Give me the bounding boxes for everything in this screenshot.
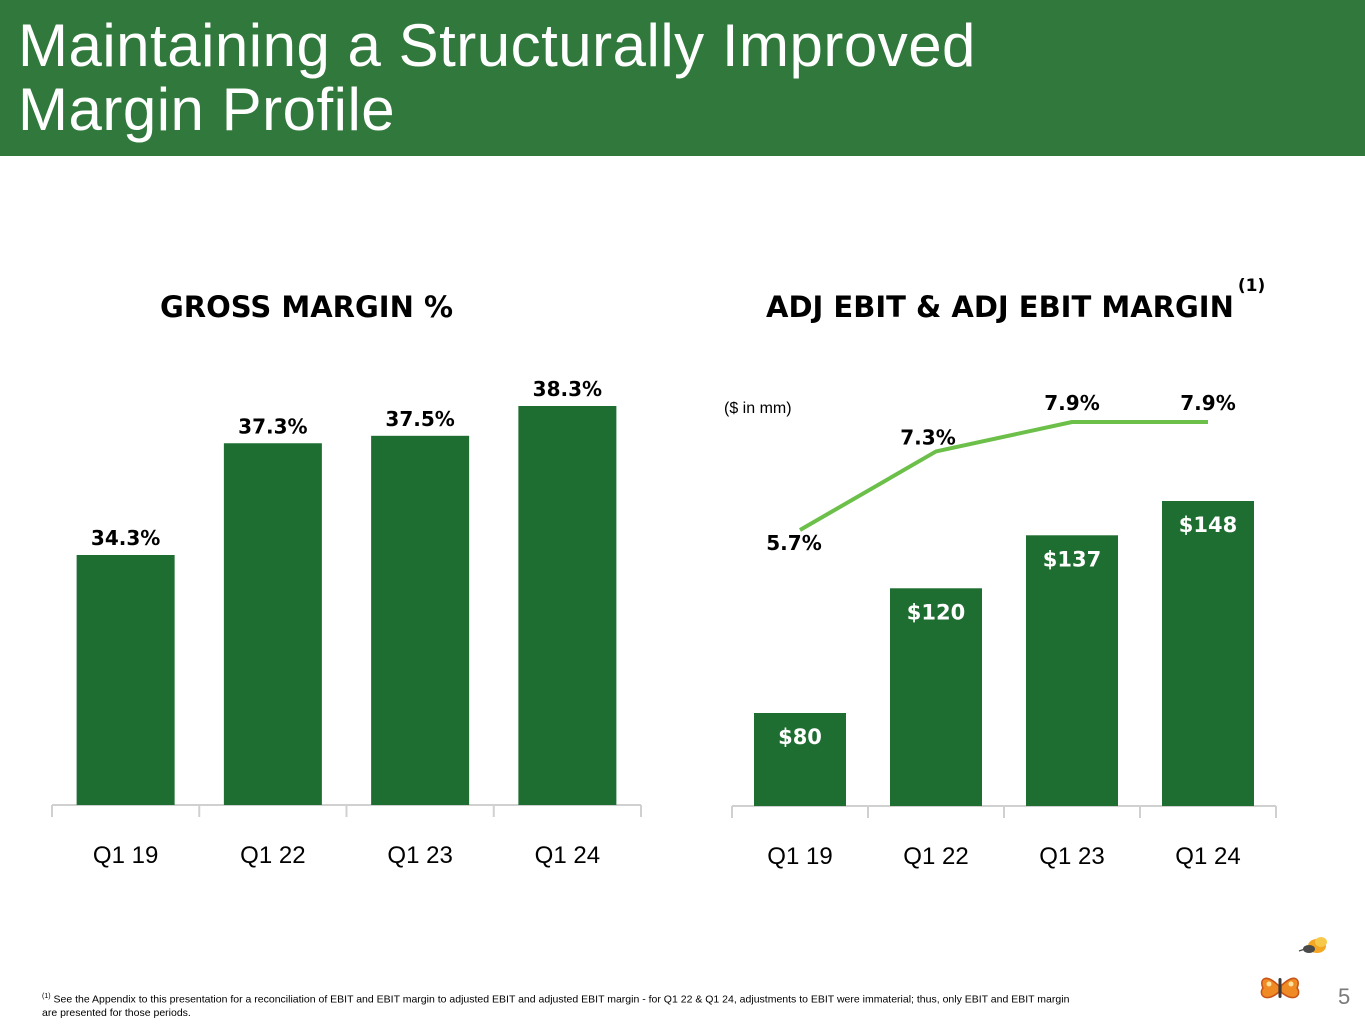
gross-margin-data-label: 38.3% xyxy=(533,377,602,401)
ebit-margin-data-label: 7.9% xyxy=(1044,391,1099,415)
ebit-chart-title-text: ADJ EBIT & ADJ EBIT MARGIN xyxy=(766,290,1234,324)
ebit-bar-data-label: $148 xyxy=(1179,513,1237,537)
page-number: 5 xyxy=(1338,984,1351,1009)
page-title-line1: Maintaining a Structurally Improved xyxy=(18,12,976,79)
ebit-bar xyxy=(1162,501,1254,806)
footnote: (1) See the Appendix to this presentatio… xyxy=(42,990,1072,1020)
gross-margin-data-label: 37.5% xyxy=(385,407,454,431)
ebit-bar xyxy=(890,588,982,806)
ebit-margin-data-label: 7.9% xyxy=(1180,391,1235,415)
ebit-bar-data-label: $120 xyxy=(907,600,965,624)
ebit-bar xyxy=(1026,535,1118,806)
ebit-bar xyxy=(754,713,846,806)
gross-margin-bar xyxy=(371,435,470,805)
page-title-line2: Margin Profile xyxy=(18,76,396,143)
ebit-x-tick-label: Q1 24 xyxy=(1175,843,1240,870)
ebit-x-tick-label: Q1 22 xyxy=(903,843,968,870)
butterfly-bee-logo-icon xyxy=(1260,937,1327,999)
gross-margin-x-tick-label: Q1 24 xyxy=(535,842,600,869)
ebit-chart-title: ADJ EBIT & ADJ EBIT MARGIN(1) xyxy=(766,276,1265,324)
ebit-margin-data-label: 5.7% xyxy=(766,531,821,555)
gross-margin-x-tick-label: Q1 19 xyxy=(93,842,158,869)
page-title: Maintaining a Structurally Improved Marg… xyxy=(18,14,976,142)
gross-margin-bar xyxy=(518,406,617,805)
gross-margin-x-tick-label: Q1 23 xyxy=(387,842,452,869)
ebit-chart-title-footnote-marker: (1) xyxy=(1237,276,1266,296)
gross-margin-chart-title: GROSS MARGIN % xyxy=(160,290,454,324)
ebit-bar-data-label: $137 xyxy=(1043,547,1101,571)
footnote-marker: (1) xyxy=(42,993,51,1000)
unit-note: ($ in mm) xyxy=(724,400,792,417)
ebit-margin-data-label: 7.3% xyxy=(900,425,955,449)
header-banner: Maintaining a Structurally Improved Marg… xyxy=(0,0,1365,156)
gross-margin-bar xyxy=(76,555,175,805)
gross-margin-data-label: 34.3% xyxy=(91,526,160,550)
gross-margin-bar xyxy=(223,443,322,805)
gross-margin-data-label: 37.3% xyxy=(238,414,307,438)
footnote-text: See the Appendix to this presentation fo… xyxy=(42,993,1070,1019)
ebit-margin-line xyxy=(798,420,1208,532)
gross-margin-x-tick-label: Q1 22 xyxy=(240,842,305,869)
ebit-x-tick-label: Q1 19 xyxy=(767,843,832,870)
ebit-x-tick-label: Q1 23 xyxy=(1039,843,1104,870)
ebit-bar-data-label: $80 xyxy=(778,725,822,749)
